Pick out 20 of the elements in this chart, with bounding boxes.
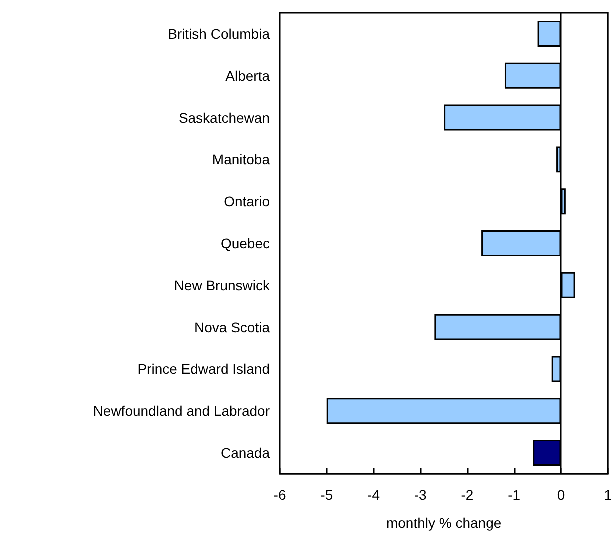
x-tick-label: -1 [508,487,521,503]
x-tick-label: -6 [274,487,286,503]
y-tick-label: British Columbia [168,26,270,42]
y-tick-label: Newfoundland and Labrador [93,403,270,420]
x-tick-label: -5 [320,487,334,503]
y-tick-label: Saskatchewan [178,110,270,126]
x-tick-label: -3 [414,487,428,503]
y-tick-label: New Brunswick [174,277,271,294]
x-tick-label: 0 [557,487,566,503]
x-axis-title: monthly % change [386,515,502,531]
y-tick-label: Ontario [224,194,270,210]
y-tick-label: Alberta [226,68,270,84]
y-tick-label: Quebec [220,236,270,252]
x-tick-label: -2 [461,487,474,503]
y-tick-label: Nova Scotia [194,319,270,336]
y-tick-label: Prince Edward Island [138,361,270,378]
x-tick-label: 1 [604,487,612,503]
y-tick-label: Manitoba [212,152,270,168]
y-tick-label: Canada [220,445,270,462]
x-tick-label: -4 [368,487,380,503]
